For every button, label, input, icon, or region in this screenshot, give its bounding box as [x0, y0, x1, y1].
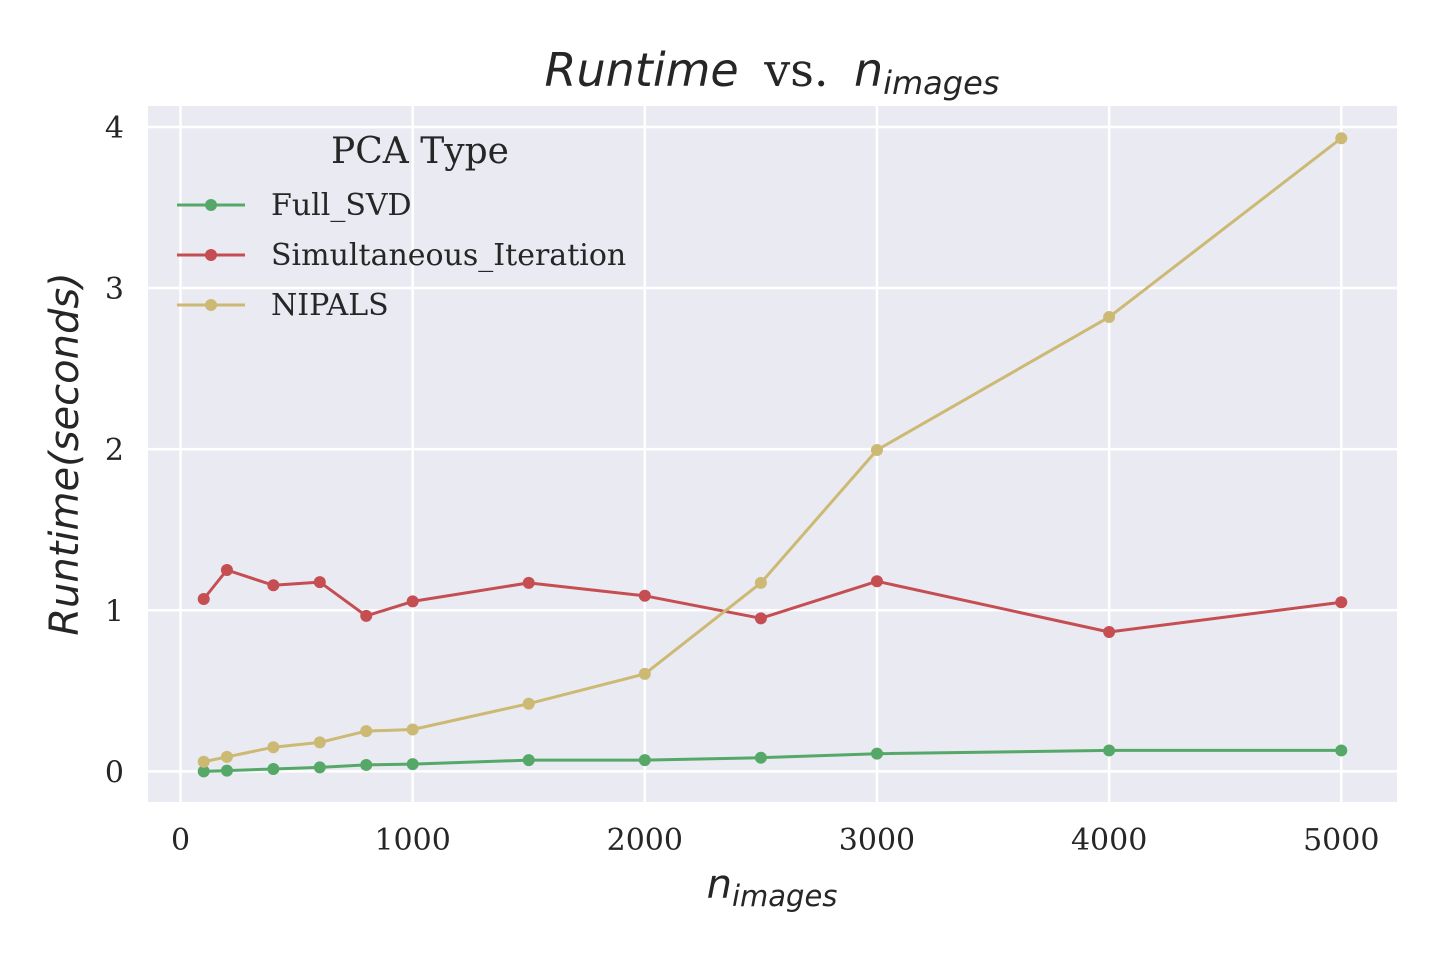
data-point-nipals: [267, 741, 280, 754]
legend: PCA Type Full_SVD Simultaneous_Iteration N…: [177, 131, 626, 323]
y-tick-label: 1: [105, 594, 124, 629]
data-point-simultaneous-iteration: [220, 564, 233, 576]
data-point-nipals: [1335, 132, 1348, 145]
legend-label: NIPALS: [271, 288, 389, 323]
legend-marker: [205, 199, 217, 211]
x-tick-label: 1000: [374, 823, 450, 858]
x-tick-label: 2000: [607, 823, 683, 858]
data-point-simultaneous-iteration: [638, 589, 651, 602]
plot-area-background: [148, 106, 1397, 802]
title-var: n: [854, 43, 883, 97]
data-point-full-svd: [1335, 744, 1348, 757]
x-axis-subscript: images: [732, 879, 837, 913]
x-tick-label: 5000: [1303, 823, 1379, 858]
data-point-simultaneous-iteration: [360, 609, 373, 622]
data-point-full-svd: [220, 764, 233, 777]
legend-entry-full-svd: Full_SVD: [177, 188, 412, 223]
series-line-full-svd: [203, 748, 1342, 773]
title-connector: vs.: [763, 43, 828, 97]
data-point-simultaneous-iteration: [406, 595, 419, 608]
data-point-nipals: [360, 725, 373, 738]
legend-marker: [205, 249, 217, 261]
y-tick-label: 4: [105, 111, 124, 146]
data-point-nipals: [197, 755, 210, 768]
data-point-nipals: [406, 723, 419, 736]
data-point-full-svd: [1103, 744, 1116, 757]
chart-title: Runtime vs. nimages: [545, 43, 1000, 102]
y-axis-label: Runtime(seconds): [42, 272, 88, 636]
series-line-simultaneous-iteration: [202, 568, 1342, 634]
data-point-full-svd: [522, 754, 535, 767]
y-tick-label: 2: [105, 433, 124, 468]
data-point-nipals: [220, 750, 233, 763]
data-point-full-svd: [638, 754, 651, 767]
data-point-simultaneous-iteration: [1103, 626, 1116, 639]
legend-entry-simultaneous-iteration: Simultaneous_Iteration: [177, 238, 626, 273]
series-full-svd: [197, 744, 1348, 778]
data-point-simultaneous-iteration: [754, 612, 767, 625]
data-point-simultaneous-iteration: [870, 575, 883, 588]
x-tick-label: 4000: [1071, 823, 1147, 858]
data-point-nipals: [638, 667, 651, 680]
data-point-simultaneous-iteration: [197, 593, 210, 605]
data-point-nipals: [1103, 311, 1116, 324]
data-point-full-svd: [267, 762, 280, 775]
data-point-simultaneous-iteration: [1335, 596, 1348, 609]
series-line-nipals: [203, 137, 1343, 764]
x-axis-label: nimages: [707, 862, 838, 913]
legend-marker: [205, 299, 217, 311]
data-point-full-svd: [197, 765, 210, 778]
y-tick-label: 0: [105, 755, 124, 790]
x-tick-label: 0: [171, 823, 190, 858]
data-point-full-svd: [313, 761, 326, 774]
data-point-full-svd: [406, 758, 419, 771]
title-main: Runtime: [545, 43, 739, 97]
data-point-nipals: [522, 697, 535, 710]
x-tick-labels: 0 1000 2000 3000 4000 5000: [171, 823, 1380, 858]
data-point-simultaneous-iteration: [313, 576, 326, 589]
series-layer: [197, 132, 1348, 778]
series-nipals: [197, 132, 1348, 768]
data-point-nipals: [870, 443, 883, 456]
data-point-nipals: [313, 736, 326, 749]
data-point-full-svd: [870, 747, 883, 760]
y-tick-label: 3: [105, 272, 124, 307]
y-tick-labels: 0 1 2 3 4: [105, 111, 124, 790]
data-point-simultaneous-iteration: [267, 579, 280, 592]
legend-title: PCA Type: [331, 131, 509, 172]
x-tick-label: 3000: [839, 823, 915, 858]
data-point-simultaneous-iteration: [522, 576, 535, 589]
x-axis-var: n: [707, 862, 732, 908]
legend-entry-nipals: NIPALS: [177, 288, 389, 323]
data-point-full-svd: [754, 751, 767, 764]
legend-label: Full_SVD: [271, 188, 412, 223]
data-point-full-svd: [360, 758, 373, 771]
series-simultaneous-iteration: [197, 564, 1348, 639]
title-subscript: images: [883, 64, 999, 102]
data-point-nipals: [754, 576, 767, 589]
legend-label: Simultaneous_Iteration: [271, 238, 626, 273]
